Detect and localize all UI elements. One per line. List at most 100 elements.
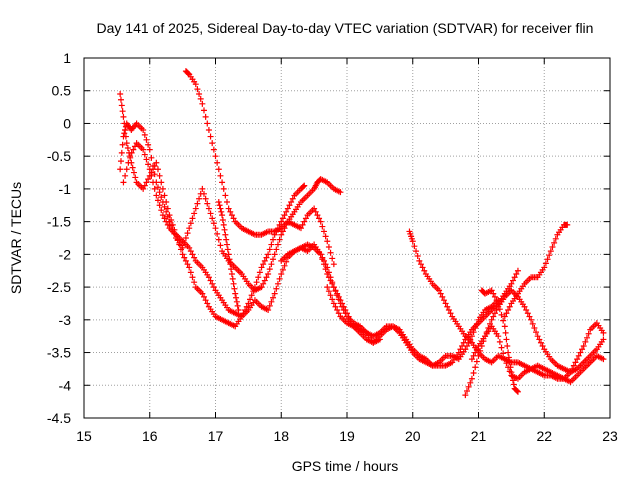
data-point xyxy=(225,251,232,258)
data-point xyxy=(273,285,280,292)
data-point xyxy=(186,225,193,232)
data-point xyxy=(227,261,234,268)
data-point xyxy=(316,215,323,222)
data-point xyxy=(263,274,270,281)
x-tick-label: 20 xyxy=(405,428,421,444)
data-point xyxy=(413,248,420,255)
data-point xyxy=(117,158,124,165)
data-point xyxy=(463,388,470,394)
data-point xyxy=(120,113,127,120)
data-point xyxy=(232,290,239,297)
data-point xyxy=(585,330,592,337)
data-point xyxy=(164,221,171,228)
data-point xyxy=(163,208,170,215)
data-point xyxy=(212,225,219,232)
data-point xyxy=(534,333,541,340)
data-point xyxy=(227,208,234,215)
data-point xyxy=(156,172,163,179)
data-point xyxy=(154,166,161,173)
y-tick-label: -4.5 xyxy=(47,410,71,426)
data-point xyxy=(465,383,472,390)
plot-frame xyxy=(83,57,611,419)
y-tick-label: -2.5 xyxy=(47,279,71,295)
x-tick-label: 16 xyxy=(142,428,158,444)
data-point xyxy=(490,313,497,320)
data-point xyxy=(159,212,166,219)
data-point xyxy=(503,310,510,317)
data-point xyxy=(504,343,511,349)
data-point xyxy=(320,228,327,235)
data-point xyxy=(523,307,530,313)
data-point xyxy=(322,233,329,240)
data-point xyxy=(187,220,194,227)
data-point xyxy=(510,277,517,284)
data-point xyxy=(228,212,235,219)
data-point xyxy=(122,127,129,133)
data-point xyxy=(202,297,209,304)
data-point xyxy=(207,210,214,217)
data-point xyxy=(528,316,535,323)
data-point xyxy=(279,215,286,222)
data-point xyxy=(145,141,152,148)
data-point xyxy=(552,235,559,242)
data-point xyxy=(265,251,272,258)
data-point xyxy=(327,277,334,284)
data-point xyxy=(202,195,209,202)
data-point xyxy=(468,333,475,340)
data-point xyxy=(325,244,332,250)
series-track-7 xyxy=(324,284,502,369)
data-point xyxy=(409,238,416,245)
data-point xyxy=(288,199,295,205)
data-point xyxy=(340,307,347,313)
data-point xyxy=(117,96,124,103)
data-point xyxy=(217,172,224,179)
data-point xyxy=(182,257,189,264)
data-point xyxy=(220,221,227,228)
data-point xyxy=(130,169,137,176)
data-point xyxy=(514,388,521,395)
data-point xyxy=(411,243,418,250)
data-point xyxy=(216,202,223,209)
data-point xyxy=(205,205,212,212)
data-point xyxy=(442,300,449,307)
data-point xyxy=(204,120,211,127)
data-point xyxy=(505,349,512,356)
data-point xyxy=(271,251,278,258)
data-point xyxy=(536,336,543,343)
data-point xyxy=(319,223,326,230)
data-point xyxy=(468,375,475,382)
y-tick-label: -1.5 xyxy=(47,214,71,230)
data-point xyxy=(255,274,262,281)
data-point xyxy=(488,316,495,323)
data-point xyxy=(414,253,421,259)
data-point xyxy=(261,277,268,284)
data-point xyxy=(187,248,194,255)
data-point xyxy=(334,292,341,299)
data-point xyxy=(514,267,521,274)
data-point xyxy=(491,310,498,317)
data-point xyxy=(222,231,229,238)
data-point xyxy=(421,267,428,274)
data-point xyxy=(225,205,232,212)
data-point xyxy=(462,392,469,399)
data-point xyxy=(500,317,507,324)
data-point xyxy=(265,307,272,313)
data-point xyxy=(274,241,281,248)
data-point xyxy=(324,238,331,245)
data-point xyxy=(473,320,480,327)
data-point xyxy=(463,343,470,349)
data-point xyxy=(580,343,587,349)
data-point xyxy=(468,356,475,363)
data-point xyxy=(217,242,224,249)
data-point xyxy=(270,294,277,301)
data-point xyxy=(143,136,150,143)
data-point xyxy=(539,343,546,349)
data-point xyxy=(281,212,288,219)
data-point xyxy=(145,161,152,168)
data-point xyxy=(505,354,512,361)
data-point xyxy=(524,310,531,317)
data-point xyxy=(337,300,344,307)
data-point xyxy=(224,199,231,205)
data-point xyxy=(342,310,349,317)
